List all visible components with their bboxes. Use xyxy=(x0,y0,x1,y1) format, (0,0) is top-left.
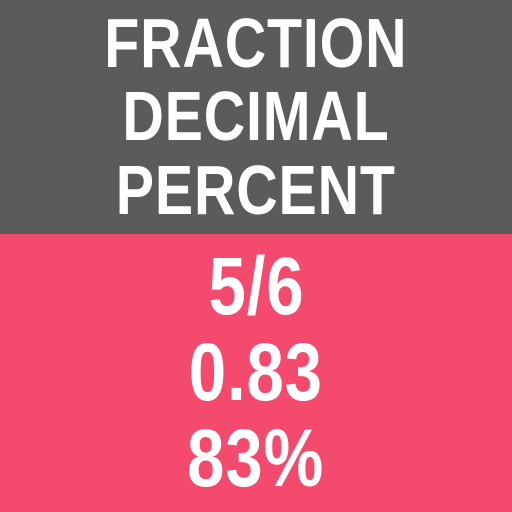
header-line-decimal: DECIMAL xyxy=(122,80,389,154)
value-percent: 83% xyxy=(187,416,324,502)
value-fraction: 5/6 xyxy=(208,244,304,330)
values-panel: 5/6 0.83 83% xyxy=(0,234,512,512)
header-line-percent: PERCENT xyxy=(116,154,396,228)
value-decimal: 0.83 xyxy=(189,330,323,416)
header-line-fraction: FRACTION xyxy=(104,7,407,81)
header-panel: FRACTION DECIMAL PERCENT xyxy=(0,0,512,234)
